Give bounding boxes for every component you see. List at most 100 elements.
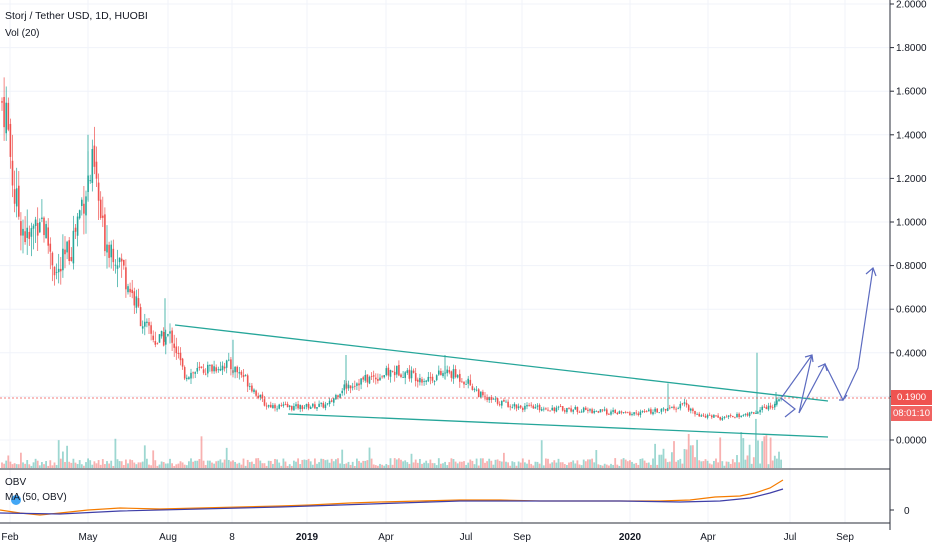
volume-bar [416, 462, 419, 468]
volume-bar [9, 461, 12, 468]
candle-body [635, 412, 637, 414]
candle-body [150, 325, 152, 334]
volume-bar [66, 445, 68, 468]
candle-body [480, 391, 482, 398]
volume-bar [223, 459, 226, 468]
volume-bar [719, 437, 722, 468]
candle-body [517, 406, 520, 409]
volume-bar [1, 462, 3, 468]
volume-bar [408, 463, 411, 468]
candle-body [106, 244, 108, 253]
volume-bar [5, 460, 8, 468]
volume-bar [492, 464, 495, 468]
volume-bar [278, 462, 281, 468]
volume-bar [192, 461, 194, 468]
volume-bar [286, 465, 289, 468]
volume-bar [643, 460, 646, 468]
candle-body [162, 332, 165, 346]
candle-body [402, 377, 404, 379]
candle-body [372, 375, 375, 377]
volume-bar [431, 463, 434, 468]
candle-body [627, 412, 629, 414]
candle-body [89, 180, 91, 182]
upper-trendline [174, 324, 829, 402]
candle-body [152, 335, 154, 340]
bar-countdown-tag: 08:01:10 [891, 406, 932, 421]
volume-bar [104, 464, 106, 468]
candle-body [711, 415, 713, 418]
volume-bar [530, 463, 533, 468]
candle-body [85, 196, 87, 216]
time-tick-label: Apr [700, 532, 716, 543]
volume-bar [156, 465, 159, 468]
volume-bar [599, 464, 602, 468]
volume-bar [503, 452, 505, 468]
volume-bar [269, 460, 272, 468]
volume-bar [385, 464, 388, 468]
volume-bar [507, 462, 509, 468]
volume-bar [740, 432, 743, 468]
volume-bar [360, 462, 362, 468]
volume-bar [389, 458, 392, 468]
candle-body [165, 336, 167, 345]
volume-bar [217, 460, 220, 468]
volume-bar [572, 460, 575, 468]
obv-zero-label: 0 [904, 506, 910, 517]
candle-body [679, 404, 682, 409]
volume-bar [265, 465, 268, 468]
lower-trendline [287, 413, 829, 438]
volume-bar [91, 464, 94, 468]
candle-body [774, 403, 776, 408]
volume-bar [731, 459, 734, 468]
candle-body [658, 412, 661, 414]
volume-bar [656, 464, 659, 468]
volume-bar [553, 460, 556, 468]
volume-bar [540, 440, 543, 468]
volume-bar [463, 461, 465, 468]
volume-bar [404, 460, 407, 468]
volume-bar [43, 464, 45, 468]
candle-body [755, 413, 757, 414]
candle-body [333, 398, 335, 403]
volume-bar [679, 458, 682, 468]
candle-body [188, 377, 190, 380]
volume-bar [280, 465, 283, 468]
volume-bar [442, 463, 444, 468]
candle-body [141, 326, 144, 329]
candle-body [129, 288, 131, 293]
volume-bar [374, 465, 377, 468]
volume-bar [232, 460, 234, 468]
volume-bar [406, 462, 409, 468]
volume-bar [631, 461, 633, 468]
volume-bar [484, 462, 486, 468]
volume-bar [72, 458, 75, 468]
volume-bar [204, 465, 207, 468]
ma-indicator-label: MA (50, OBV) [5, 492, 67, 503]
candle-body [192, 372, 194, 374]
volume-bar [662, 448, 665, 468]
volume-bar [666, 462, 669, 468]
projection-path [781, 267, 874, 414]
volume-bar [574, 463, 577, 468]
volume-bar [160, 461, 163, 468]
candle-body [555, 407, 558, 412]
volume-bar [776, 458, 778, 468]
candle-body [198, 366, 201, 368]
trendlines[interactable] [0, 266, 890, 438]
volume-bar [101, 459, 104, 468]
candle-body [765, 406, 768, 410]
time-tick-label: May [79, 532, 98, 543]
candle-body [293, 406, 295, 411]
volume-indicator-label: Vol (20) [5, 28, 40, 39]
volume-bar [437, 458, 440, 468]
volume-bar [45, 461, 47, 468]
volume-bar [93, 461, 96, 468]
volume-bar [423, 462, 425, 468]
price-tick-label: 1.2000 [896, 174, 927, 185]
candle-body [587, 409, 589, 411]
volume-bar [215, 461, 218, 468]
candle-body [631, 414, 633, 415]
volume-bar [393, 458, 396, 468]
candle-body [759, 409, 761, 413]
